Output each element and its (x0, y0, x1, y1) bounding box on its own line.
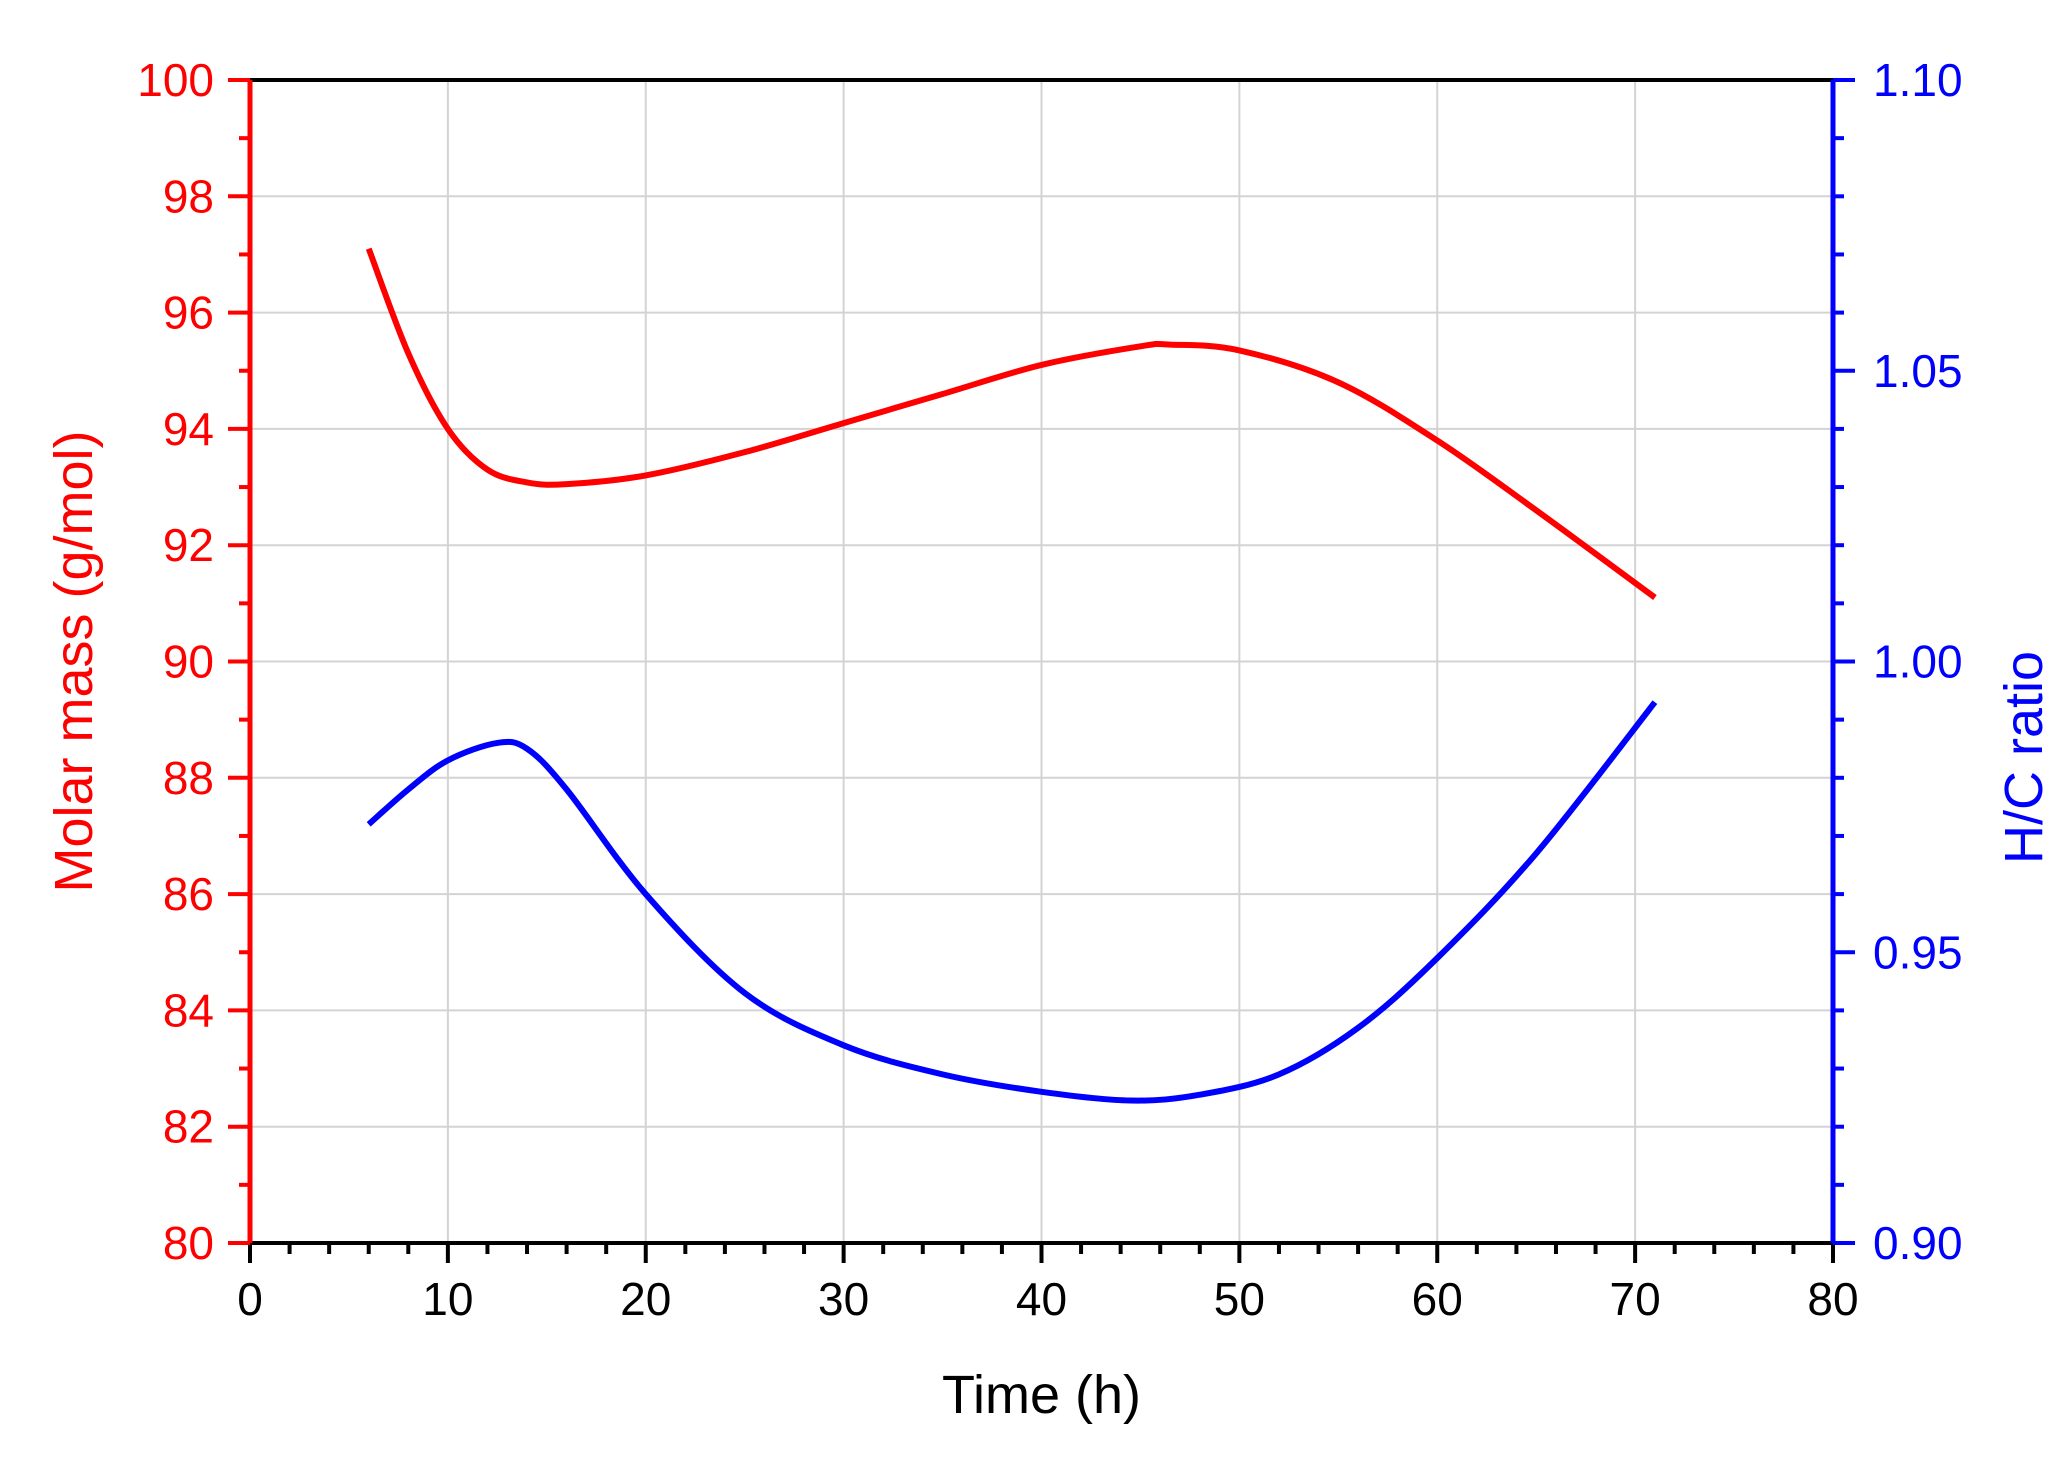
x-tick-label: 80 (1807, 1273, 1858, 1325)
left-y-tick-label: 100 (137, 54, 214, 106)
left-y-tick-label: 86 (163, 868, 214, 920)
left-y-tick-label: 88 (163, 752, 214, 804)
left-y-tick-label: 98 (163, 170, 214, 222)
x-tick-label: 20 (620, 1273, 671, 1325)
left-y-tick-label: 92 (163, 519, 214, 571)
x-tick-label: 60 (1412, 1273, 1463, 1325)
tick-labels: 0 10 20 30 40 50 60 70 80 80 82 84 86 88 90 92 94 96 98 100… (137, 54, 1962, 1325)
x-tick-label: 30 (818, 1273, 869, 1325)
ticks (228, 78, 1855, 1263)
left-y-tick-label: 96 (163, 287, 214, 339)
x-axis-title: Time (h) (942, 1365, 1141, 1425)
x-tick-label: 40 (1016, 1273, 1067, 1325)
left-y-tick-label: 82 (163, 1101, 214, 1153)
left-y-tick-label: 94 (163, 403, 214, 455)
x-tick-label: 10 (422, 1273, 473, 1325)
x-tick-label: 70 (1610, 1273, 1661, 1325)
grid (250, 80, 1833, 1243)
right-y-tick-label: 0.95 (1873, 926, 1963, 978)
series-line-molar-mass (365, 247, 1657, 600)
left-y-tick-label: 80 (163, 1217, 214, 1269)
x-tick-label: 0 (237, 1273, 263, 1325)
x-tick-label: 50 (1214, 1273, 1265, 1325)
series-layer (365, 247, 1658, 1104)
right-y-tick-label: 0.90 (1873, 1217, 1963, 1269)
left-y-tick-label: 84 (163, 984, 214, 1036)
left-y-axis-title: Molar mass (g/mol) (44, 430, 104, 892)
right-y-axis-title: H/C ratio (1994, 651, 2054, 864)
left-y-tick-label: 90 (163, 636, 214, 688)
right-y-tick-label: 1.00 (1873, 636, 1963, 688)
right-y-tick-label: 1.10 (1873, 54, 1963, 106)
series-line-hc-ratio (366, 700, 1658, 1104)
right-y-tick-label: 1.05 (1873, 345, 1963, 397)
